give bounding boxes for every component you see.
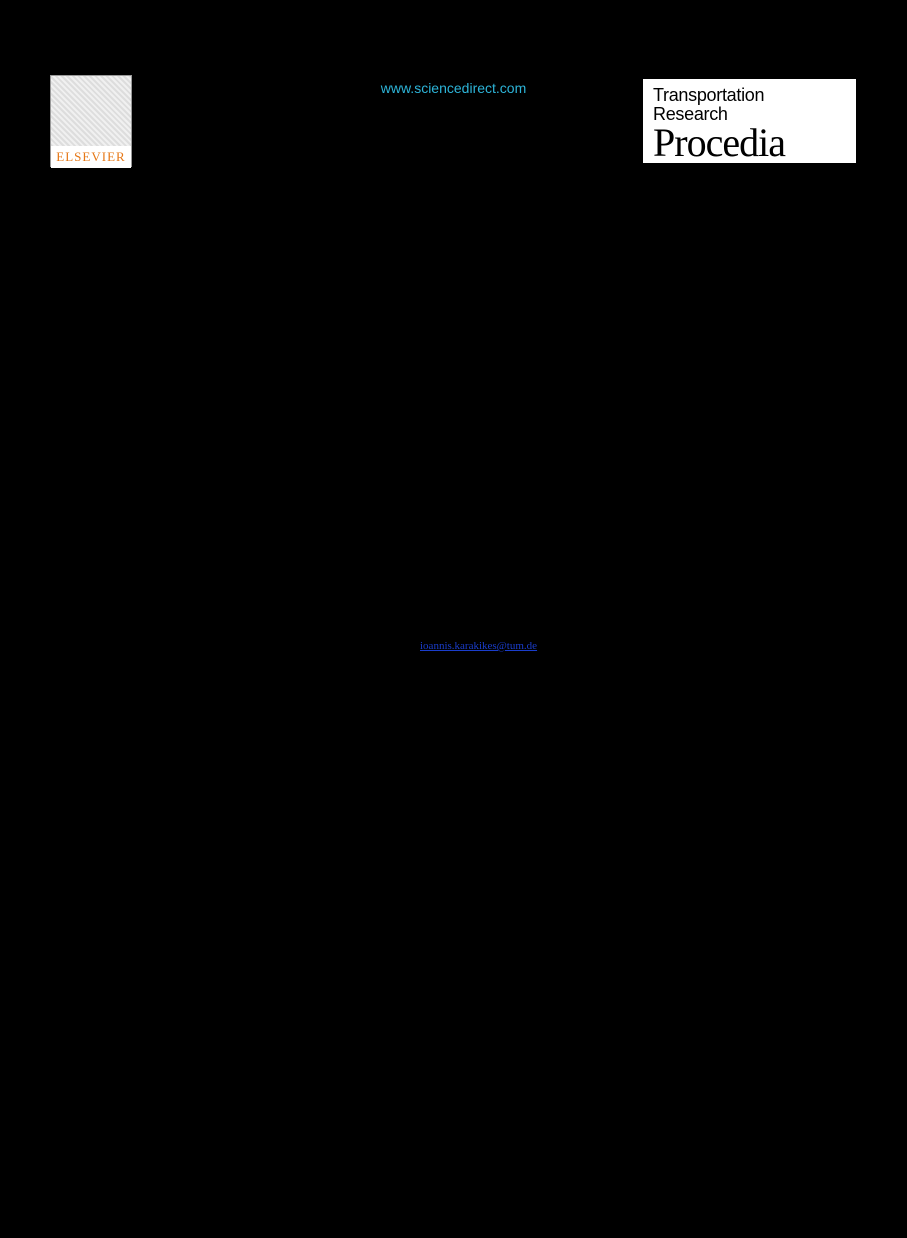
author-email-link[interactable]: ioannis.karakikes@tum.de [420, 640, 537, 652]
page-header: ELSEVIER www.sciencedirect.com Transport… [0, 0, 907, 180]
elsevier-logo: ELSEVIER [50, 75, 132, 167]
journal-title-line3: Procedia [653, 119, 846, 166]
journal-title-line1: Transportation [653, 85, 846, 106]
journal-logo-box: Transportation Research Procedia [642, 78, 857, 164]
elsevier-wordmark: ELSEVIER [51, 146, 131, 168]
elsevier-tree-illustration [51, 76, 131, 146]
sciencedirect-link[interactable]: www.sciencedirect.com [381, 80, 527, 96]
